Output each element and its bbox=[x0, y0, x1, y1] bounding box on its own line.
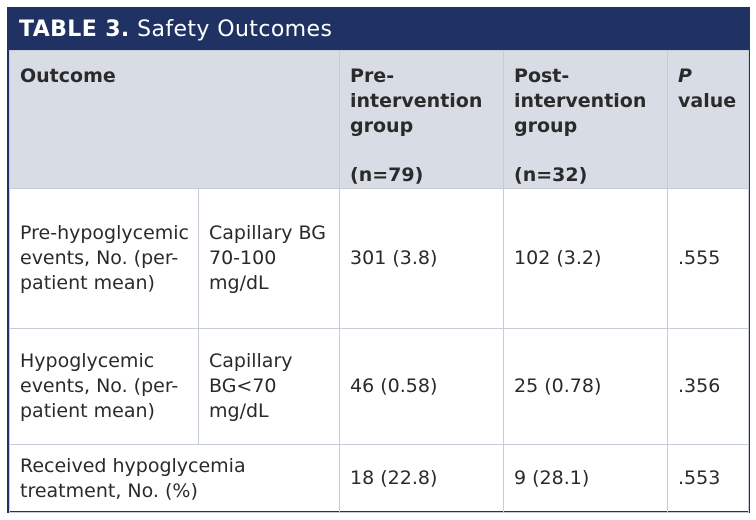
safety-outcomes-table: Outcome Pre- intervention group (n=79) P… bbox=[8, 50, 750, 513]
table-row: Received hypoglycemia treatment, No. (%)… bbox=[8, 444, 750, 513]
table-title-bar: TABLE 3. Safety Outcomes bbox=[9, 9, 748, 50]
table-row: Pre-hypoglycemic events, No. (per-patien… bbox=[9, 188, 750, 329]
row-p-value: .356 bbox=[667, 328, 750, 445]
header-pre-intervention: Pre- intervention group (n=79) bbox=[339, 50, 505, 189]
row-pre-value: 301 (3.8) bbox=[339, 188, 505, 329]
row-pre-value: 18 (22.8) bbox=[339, 444, 505, 513]
header-p-value: P value bbox=[667, 50, 750, 189]
row-post-value: 25 (0.78) bbox=[503, 328, 669, 445]
row-post-value: 102 (3.2) bbox=[503, 188, 669, 329]
row-outcome-cell: Received hypoglycemia treatment, No. (%) bbox=[8, 444, 341, 513]
table-number: TABLE 3. bbox=[19, 17, 130, 42]
row-post-value: 9 (28.1) bbox=[503, 444, 669, 513]
row-p-value: .555 bbox=[667, 188, 750, 329]
header-outcome: Outcome bbox=[8, 50, 341, 189]
row-pre-value: 46 (0.58) bbox=[339, 328, 505, 445]
header-post-n: (n=32) bbox=[514, 164, 588, 186]
row-p-value: .553 bbox=[667, 444, 750, 513]
row-subcategory-cell: Capillary BG<70 mg/dL bbox=[197, 328, 341, 445]
table-title: Safety Outcomes bbox=[137, 17, 333, 42]
row-outcome-cell: Hypoglycemic events, No. (per-patient me… bbox=[9, 328, 199, 445]
table-header-row: Outcome Pre- intervention group (n=79) P… bbox=[8, 50, 750, 189]
table-row: Hypoglycemic events, No. (per-patient me… bbox=[9, 328, 750, 445]
table-frame: TABLE 3. Safety Outcomes Outcome Pre- in… bbox=[7, 7, 750, 513]
header-post-intervention: Post- intervention group (n=32) bbox=[503, 50, 669, 189]
row-outcome-cell: Pre-hypoglycemic events, No. (per-patien… bbox=[9, 188, 199, 329]
header-pre-n: (n=79) bbox=[350, 164, 424, 186]
row-subcategory-cell: Capillary BG 70-100 mg/dL bbox=[197, 188, 341, 329]
